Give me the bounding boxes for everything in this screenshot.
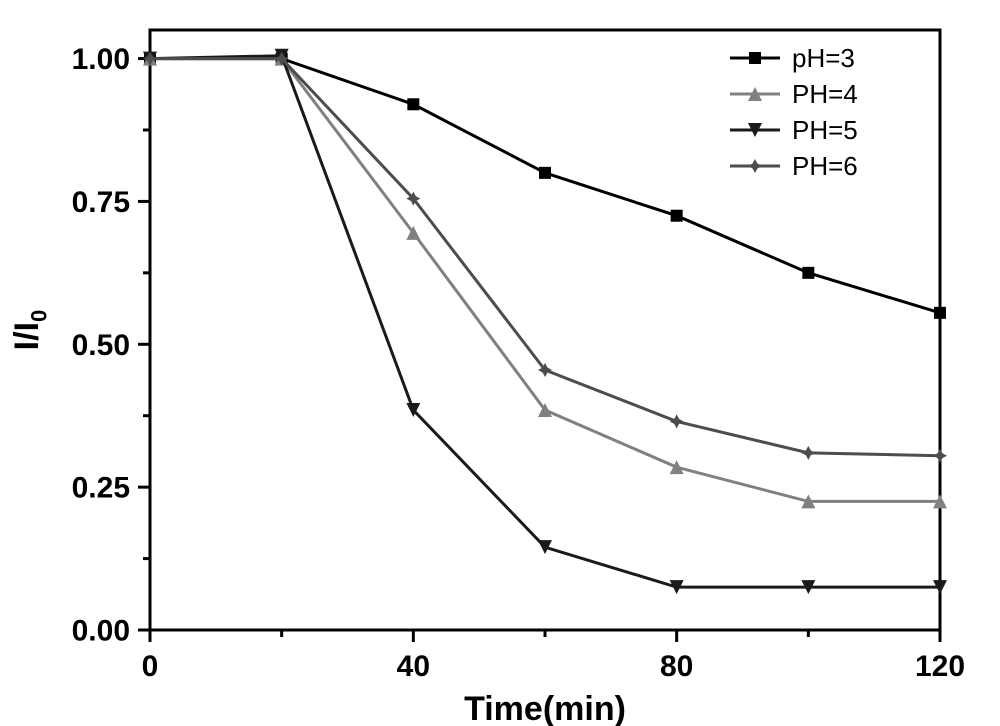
svg-text:0.75: 0.75 bbox=[72, 186, 130, 219]
svg-text:1.00: 1.00 bbox=[72, 43, 130, 76]
svg-text:120: 120 bbox=[915, 650, 965, 683]
chart-container: 040801200.000.250.500.751.00Time(min)I/I… bbox=[0, 0, 1000, 726]
svg-text:0: 0 bbox=[142, 650, 159, 683]
svg-text:0.00: 0.00 bbox=[72, 615, 130, 648]
svg-text:40: 40 bbox=[397, 650, 430, 683]
svg-text:0.25: 0.25 bbox=[72, 472, 130, 505]
svg-text:Time(min): Time(min) bbox=[464, 690, 626, 726]
svg-text:PH=6: PH=6 bbox=[792, 151, 858, 181]
svg-text:PH=4: PH=4 bbox=[792, 79, 858, 109]
svg-text:PH=5: PH=5 bbox=[792, 115, 858, 145]
svg-text:80: 80 bbox=[660, 650, 693, 683]
svg-text:0.50: 0.50 bbox=[72, 329, 130, 362]
line-chart: 040801200.000.250.500.751.00Time(min)I/I… bbox=[0, 0, 1000, 726]
svg-text:pH=3: pH=3 bbox=[792, 43, 855, 73]
